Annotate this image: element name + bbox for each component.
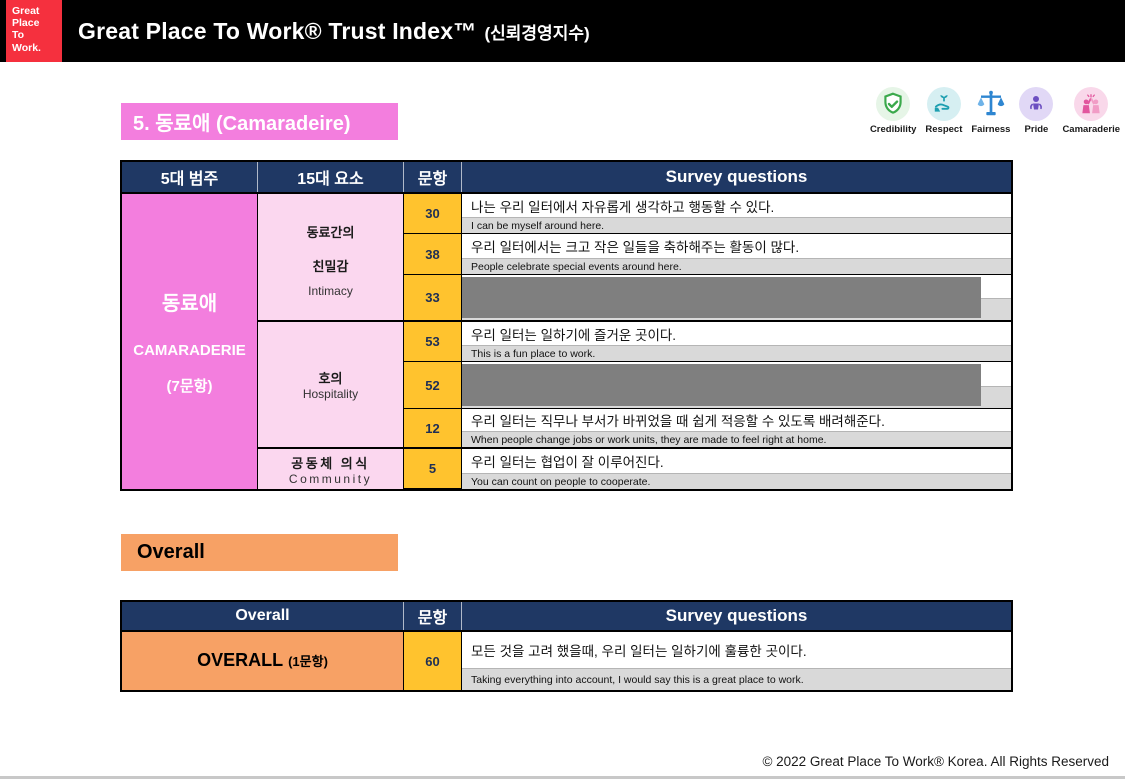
badge-label: Camaraderie — [1062, 124, 1120, 135]
col-header-elements: 15대 요소 — [258, 162, 404, 192]
overall-banner: Overall — [121, 534, 398, 571]
table-header-row: 5대 범주 15대 요소 문항 Survey questions — [122, 162, 1011, 194]
col-header-item-no: 문항 — [404, 602, 462, 630]
question-number: 53 — [404, 322, 462, 362]
section-banner-camaraderie: 5. 동료애 (Camaradeire) — [121, 103, 398, 140]
person-icon — [1019, 87, 1054, 121]
question-korean: 모든 것을 고려 했을때, 우리 일터는 일하기에 훌륭한 곳이다. — [471, 644, 807, 659]
question-number: 12 — [404, 409, 462, 449]
top-bar: Great Place To Work. Great Place To Work… — [0, 0, 1125, 62]
question-english: You can count on people to cooperate. — [462, 473, 1011, 489]
question-english: When people change jobs or work units, t… — [462, 431, 1011, 447]
question-number: 33 — [404, 275, 462, 322]
badge-label: Respect — [925, 124, 963, 135]
copyright-text: © 2022 Great Place To Work® Korea. All R… — [762, 754, 1109, 769]
badge-pride: Pride — [1019, 87, 1054, 135]
col-header-questions: Survey questions — [665, 167, 808, 186]
gptw-logo: Great Place To Work. — [6, 0, 62, 62]
overall-table: Overall 문항 Survey questions OVERALL (1문항… — [120, 600, 1013, 692]
question-cell-redacted — [462, 275, 1011, 322]
element-english: Hospitality — [302, 387, 359, 401]
question-number: 5 — [404, 449, 462, 489]
question-number: 60 — [404, 632, 462, 690]
redaction-block — [462, 277, 981, 318]
overall-body-row: OVERALL (1문항) 60 모든 것을 고려 했을때, 우리 일터는 일하… — [122, 632, 1011, 690]
question-cell: 우리 일터는 일하기에 즐거운 곳이다. This is a fun place… — [462, 322, 1011, 362]
element-english: Community — [288, 471, 373, 486]
overall-label-cell: OVERALL (1문항) — [122, 632, 404, 690]
category-cell-camaraderie: 동료애 CAMARADERIE (7문항) — [122, 194, 258, 489]
category-english: CAMARADERIE — [133, 342, 246, 359]
element-cell-community: 공동체 의식 Community — [258, 449, 404, 489]
question-korean: 나는 우리 일터에서 자유롭게 생각하고 행동할 수 있다. — [471, 199, 775, 215]
element-korean: 호의 — [318, 371, 343, 386]
question-number: 52 — [404, 362, 462, 409]
col-header-overall: Overall — [122, 602, 404, 630]
scales-icon — [974, 87, 1008, 121]
question-cell: 나는 우리 일터에서 자유롭게 생각하고 행동할 수 있다. I can be … — [462, 194, 1011, 234]
element-cell-intimacy: 동료간의 친밀감 Intimacy — [258, 194, 404, 322]
question-korean: 우리 일터는 일하기에 즐거운 곳이다. — [471, 327, 677, 343]
camaraderie-table: 5대 범주 15대 요소 문항 Survey questions 동료애 CAM… — [120, 160, 1013, 491]
question-english: I can be myself around here. — [462, 217, 1011, 233]
high-five-icon — [1074, 87, 1109, 121]
badge-label: Pride — [1024, 124, 1049, 135]
col-header-questions: Survey questions — [665, 606, 808, 625]
logo-line: Great — [12, 5, 40, 17]
question-english: This is a fun place to work. — [462, 345, 1011, 361]
shield-check-icon — [876, 87, 911, 121]
footer-divider — [0, 776, 1125, 779]
badge-credibility: Credibility — [870, 87, 916, 135]
element-cell-hospitality: 호의 Hospitality — [258, 322, 404, 449]
category-korean: 동료애 — [161, 293, 218, 315]
question-english: Taking everything into account, I would … — [462, 668, 1011, 690]
redaction-block — [462, 364, 981, 406]
col-header-item-no: 문항 — [404, 162, 462, 192]
badge-respect: Respect — [925, 87, 962, 135]
question-number: 38 — [404, 234, 462, 275]
col-header-category: 5대 범주 — [122, 162, 258, 192]
question-number: 30 — [404, 194, 462, 234]
question-cell: 우리 일터는 협업이 잘 이루어진다. You can count on peo… — [462, 449, 1011, 489]
dimension-badges: Credibility Respect — [870, 87, 1120, 135]
overall-count: (1문항) — [288, 654, 328, 669]
element-korean: 친밀감 — [312, 259, 349, 274]
page-title-korean: (신뢰경영지수) — [484, 24, 590, 43]
question-korean: 우리 일터는 협업이 잘 이루어진다. — [471, 455, 664, 470]
logo-line: Place — [12, 17, 40, 30]
badge-camaraderie: Camaraderie — [1062, 87, 1120, 135]
badge-fairness: Fairness — [971, 87, 1010, 135]
question-cell-redacted — [462, 362, 1011, 409]
question-cell: 모든 것을 고려 했을때, 우리 일터는 일하기에 훌륭한 곳이다. Takin… — [462, 632, 1011, 690]
element-korean: 동료간의 — [306, 225, 355, 241]
badge-label: Credibility — [869, 124, 917, 135]
table-body: 동료애 CAMARADERIE (7문항) 동료간의 친밀감 Intimacy … — [122, 194, 1011, 489]
question-korean: 우리 일터는 직무나 부서가 바뀌었을 때 쉽게 적응할 수 있도록 배려해준다… — [471, 414, 885, 429]
element-korean: 공동체 의식 — [291, 455, 370, 471]
logo-line: To — [12, 29, 25, 42]
logo-line: Work. — [12, 41, 41, 54]
badge-label: Fairness — [971, 124, 1011, 135]
question-cell: 우리 일터는 직무나 부서가 바뀌었을 때 쉽게 적응할 수 있도록 배려해준다… — [462, 409, 1011, 449]
overall-label: OVERALL — [197, 650, 284, 670]
overall-header-row: Overall 문항 Survey questions — [122, 602, 1011, 632]
page-title: Great Place To Work® Trust Index™ — [78, 18, 477, 44]
element-english: Intimacy — [308, 283, 353, 298]
hand-plant-icon — [926, 87, 961, 121]
question-korean: 우리 일터에서는 크고 작은 일들을 축하해주는 활동이 많다. — [471, 240, 800, 255]
question-cell: 우리 일터에서는 크고 작은 일들을 축하해주는 활동이 많다. People … — [462, 234, 1011, 275]
category-count: (7문항) — [166, 378, 213, 395]
question-english: People celebrate special events around h… — [462, 258, 1011, 274]
